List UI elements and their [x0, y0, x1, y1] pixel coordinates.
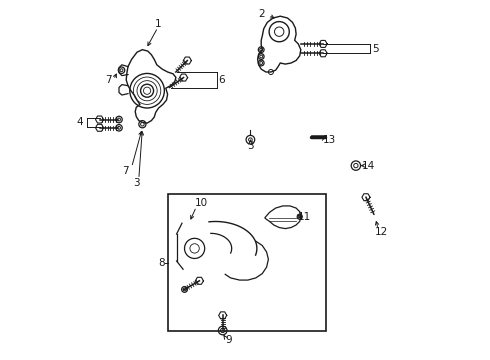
Text: 7: 7 — [122, 166, 128, 176]
Text: 2: 2 — [258, 9, 265, 19]
Text: 12: 12 — [374, 227, 388, 237]
Text: 4: 4 — [77, 117, 83, 127]
Text: 11: 11 — [298, 212, 311, 222]
Text: 3: 3 — [247, 141, 254, 151]
Text: 3: 3 — [133, 178, 140, 188]
Text: 6: 6 — [218, 75, 225, 85]
Bar — [168, 194, 326, 331]
Text: 5: 5 — [372, 44, 379, 54]
Text: 13: 13 — [323, 135, 336, 145]
Text: 9: 9 — [226, 335, 232, 345]
Text: 8: 8 — [158, 258, 165, 268]
Text: 7: 7 — [106, 75, 112, 85]
Text: 1: 1 — [154, 19, 161, 29]
Text: 14: 14 — [362, 161, 375, 171]
Text: 10: 10 — [195, 198, 208, 208]
